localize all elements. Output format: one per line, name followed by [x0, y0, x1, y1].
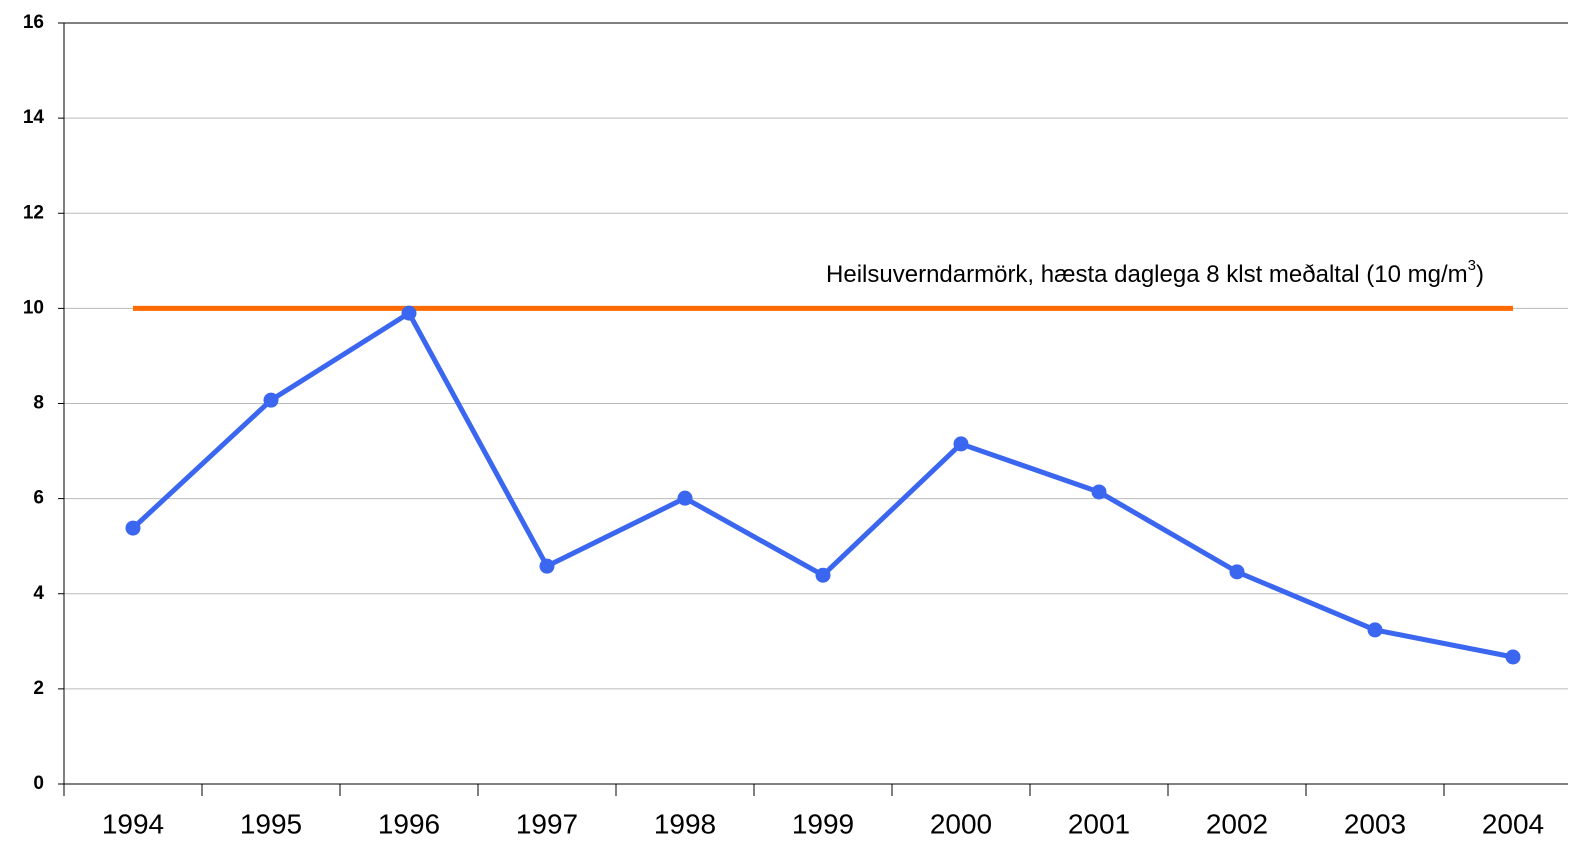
y-tick-label: 0 — [33, 773, 44, 794]
x-tick-label: 1997 — [516, 808, 578, 839]
x-tick-label: 1998 — [654, 808, 716, 839]
threshold-label-part: ) — [1476, 261, 1484, 288]
marker — [953, 436, 969, 452]
x-tick-label: 2003 — [1344, 808, 1406, 839]
marker — [1229, 564, 1245, 580]
x-tick-label: 2002 — [1206, 808, 1268, 839]
line — [131, 310, 1514, 660]
y-tick-label: 14 — [23, 107, 45, 128]
marker — [125, 520, 141, 536]
threshold-label-part: Heilsuverndarmörk, hæsta daglega 8 klst … — [826, 261, 1468, 288]
x-tick-label: 1996 — [378, 808, 440, 839]
x-tick-label: 2001 — [1068, 808, 1130, 839]
x-tick-label: 1994 — [102, 808, 164, 839]
marker — [1367, 622, 1383, 638]
marker — [401, 305, 417, 321]
x-tick-label: 1995 — [240, 808, 302, 839]
marker — [677, 490, 693, 506]
marker — [263, 392, 279, 408]
y-tick-label: 6 — [33, 488, 44, 509]
y-tick-label: 2 — [33, 678, 44, 699]
y-tick-label: 10 — [23, 297, 44, 318]
y-tick-label: 8 — [33, 393, 44, 414]
marker — [815, 567, 831, 583]
y-tick-label: 16 — [23, 12, 44, 33]
marker — [539, 558, 555, 574]
y-tick-label: 4 — [33, 583, 44, 604]
x-tick-label: 2004 — [1482, 808, 1544, 839]
marker — [1505, 649, 1521, 665]
y-tick-label: 12 — [23, 202, 44, 223]
threshold-label-part: 3 — [1468, 257, 1476, 274]
threshold-label: Heilsuverndarmörk, hæsta daglega 8 klst … — [826, 257, 1484, 288]
x-tick-label: 1999 — [792, 808, 854, 839]
x-tick-label: 2000 — [930, 808, 992, 839]
marker — [1091, 484, 1107, 500]
